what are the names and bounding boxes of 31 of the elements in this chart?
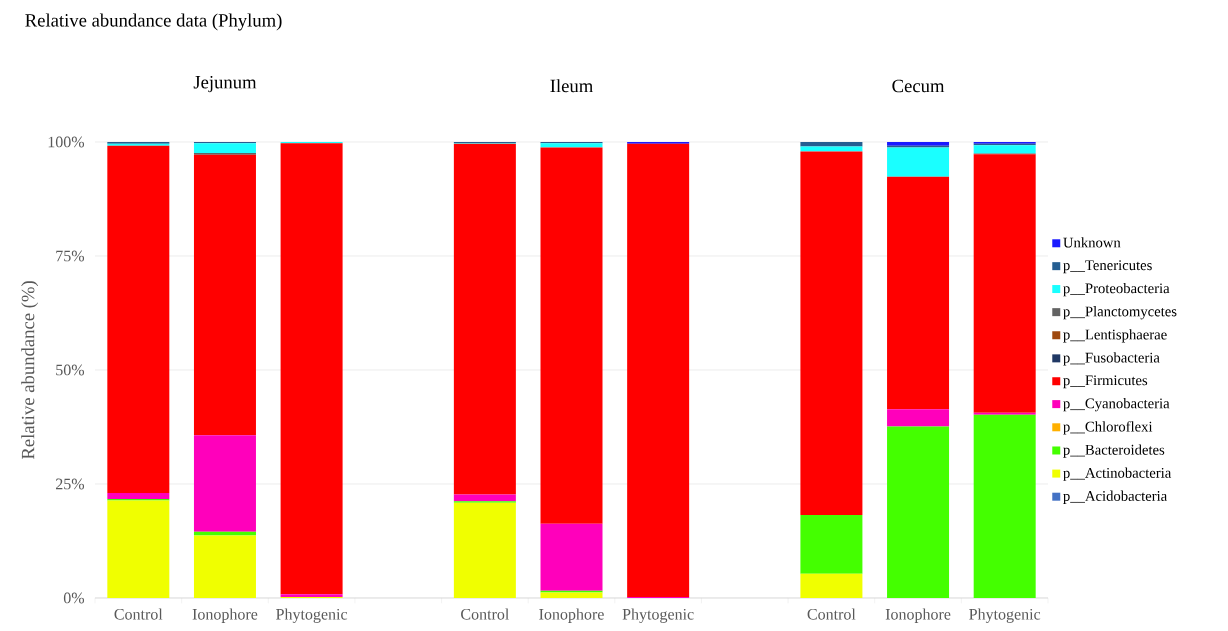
x-tick-label: Phytogenic: [276, 608, 348, 623]
legend-label: Unknown: [1063, 237, 1121, 248]
x-tick-label: Phytogenic: [622, 608, 694, 623]
chart-title: Relative abundance data (Phylum): [25, 13, 282, 31]
text: Jejunum: [193, 75, 257, 93]
legend-label: p__Chloroflexi: [1063, 421, 1153, 435]
legend-label: p__Firmicutes: [1063, 375, 1148, 389]
legend-label: p__Tenericutes: [1063, 260, 1152, 274]
y-tick-label: 100%: [48, 136, 85, 148]
text: Ileum: [550, 79, 593, 93]
x-tick-label: Control: [114, 608, 163, 620]
x-tick-label: Control: [807, 608, 856, 620]
text: Cecum: [892, 79, 945, 93]
y-tick-label: 0%: [63, 592, 85, 604]
legend-label: p__Actinobacteria: [1063, 467, 1172, 481]
legend-label: p__Cyanobacteria: [1063, 398, 1170, 412]
x-tick-label: Ionophore: [539, 608, 604, 623]
y-tick-label: 75%: [56, 250, 85, 262]
legend-label: p__Bacteroidetes: [1063, 444, 1165, 458]
x-tick-label: Control: [461, 608, 509, 620]
legend-label: p__Acidobacteria: [1063, 490, 1167, 504]
y-axis-title: Relative abundance (%): [21, 281, 39, 460]
x-tick-label: Ionophore: [885, 608, 951, 623]
y-tick-label: 50%: [56, 364, 85, 376]
legend-label: p__Fusobacteria: [1063, 352, 1160, 366]
x-tick-label: Phytogenic: [969, 608, 1041, 623]
legend-label: p__Proteobacteria: [1063, 282, 1170, 297]
y-tick-label: 25%: [56, 478, 85, 490]
legend-label: p__Planctomycetes: [1063, 306, 1177, 320]
x-tick-label: Ionophore: [192, 608, 258, 623]
legend-label: p__Lentisphaerae: [1063, 329, 1167, 343]
